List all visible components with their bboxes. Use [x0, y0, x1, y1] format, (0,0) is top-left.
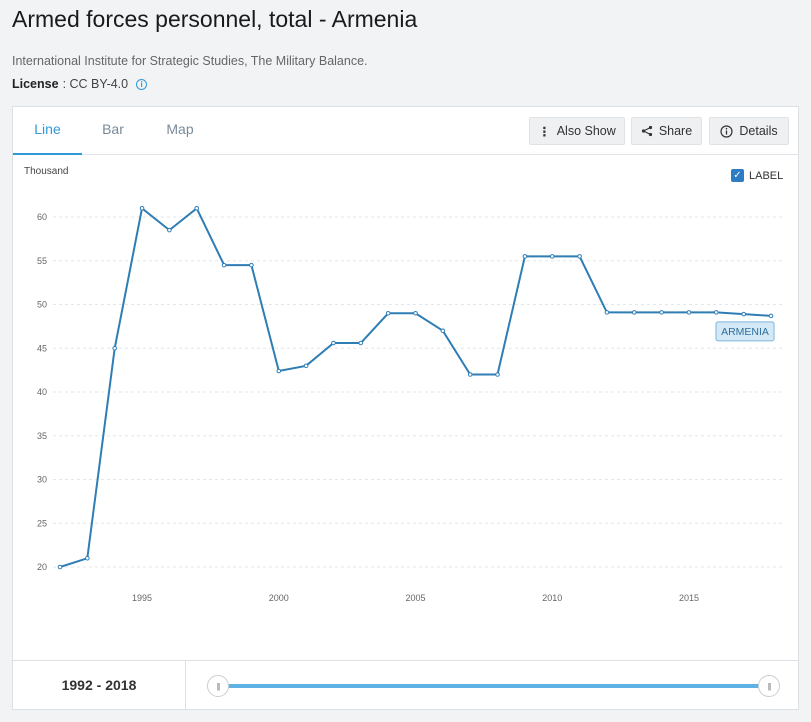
data-point[interactable] — [659, 310, 664, 315]
y-tick-label: 30 — [37, 475, 47, 485]
data-point[interactable] — [714, 310, 719, 315]
also-show-button[interactable]: ⋮ Also Show — [529, 117, 625, 145]
share-button[interactable]: Share — [631, 117, 702, 145]
label-toggle[interactable]: ✓ LABEL — [731, 169, 783, 182]
data-point[interactable] — [686, 310, 692, 315]
data-point[interactable] — [522, 254, 528, 259]
data-point[interactable] — [440, 328, 446, 334]
license-line: License : CC BY-4.0 i — [12, 77, 148, 91]
chart-panel: Line Bar Map ⋮ Also Show Share Details ✓… — [12, 106, 799, 661]
data-point[interactable] — [413, 310, 418, 316]
data-point[interactable] — [385, 310, 391, 316]
x-tick-label: 2005 — [405, 593, 425, 603]
y-tick-label: 50 — [37, 300, 47, 310]
data-point[interactable] — [768, 313, 774, 319]
y-tick-label: 35 — [37, 431, 47, 441]
details-label: Details — [739, 124, 778, 138]
y-axis-title: Thousand — [24, 166, 68, 177]
data-point[interactable] — [194, 205, 200, 211]
y-tick-label: 55 — [37, 256, 47, 266]
label-toggle-text: LABEL — [749, 169, 784, 182]
y-tick-label: 25 — [37, 518, 47, 528]
info-circle-icon — [720, 124, 733, 138]
range-handle-start[interactable]: ||| — [207, 675, 229, 697]
range-slider-track[interactable] — [219, 684, 771, 688]
x-tick-label: 2010 — [542, 593, 562, 603]
range-separator: - — [92, 677, 106, 693]
data-point[interactable] — [495, 372, 500, 377]
data-point[interactable] — [331, 340, 336, 346]
also-show-label: Also Show — [556, 124, 616, 138]
range-handle-end[interactable]: ||| — [758, 675, 780, 697]
line-chart: Thousand 20 25 30 35 40 45 50 55 60 1995 2000 2005… — [24, 166, 783, 603]
tab-bar-chart[interactable]: Bar — [102, 121, 124, 137]
data-point[interactable] — [249, 262, 254, 268]
checkbox-checked-icon[interactable]: ✓ — [731, 169, 744, 182]
more-vertical-icon: ⋮ — [538, 124, 551, 139]
data-point[interactable] — [57, 564, 63, 570]
details-button[interactable]: Details — [709, 117, 789, 145]
share-label: Share — [658, 124, 693, 138]
svg-text:ARMENIA: ARMENIA — [721, 326, 769, 338]
data-point[interactable] — [303, 363, 309, 369]
tab-line[interactable]: Line — [13, 107, 82, 155]
x-tick-label: 2015 — [679, 593, 699, 603]
source-text: International Institute for Strategic St… — [12, 54, 368, 68]
data-point[interactable] — [741, 311, 746, 317]
data-point[interactable] — [604, 310, 610, 315]
x-tick-label: 2000 — [269, 593, 289, 603]
share-icon — [641, 125, 652, 137]
year-range: 1992 - 2018 — [13, 661, 186, 709]
tab-bar: Line Bar Map ⋮ Also Show Share Details — [13, 107, 798, 155]
license-value: : CC BY-4.0 — [62, 77, 129, 91]
page-title: Armed forces personnel, total - Armenia — [12, 6, 418, 32]
data-point[interactable] — [631, 310, 637, 315]
y-tick-label: 20 — [37, 562, 47, 572]
data-point[interactable] — [467, 372, 473, 377]
y-tick-label: 60 — [37, 212, 47, 222]
x-tick-label: 1995 — [132, 593, 152, 603]
license-label: License — [12, 77, 59, 91]
data-point[interactable] — [276, 368, 282, 374]
data-point[interactable] — [85, 555, 90, 561]
data-point[interactable] — [167, 227, 172, 233]
data-point[interactable] — [577, 254, 582, 259]
y-tick-label: 45 — [37, 343, 47, 353]
range-start: 1992 — [61, 677, 93, 693]
series-line-armenia — [59, 206, 772, 568]
data-point[interactable] — [221, 262, 227, 268]
data-point[interactable] — [112, 345, 117, 351]
range-footer: 1992 - 2018 ||| ||| — [12, 660, 799, 710]
y-tick-label: 40 — [37, 387, 47, 397]
data-point[interactable] — [549, 254, 555, 259]
tab-map[interactable]: Map — [166, 121, 194, 137]
range-end: 2018 — [105, 677, 137, 693]
series-label-armenia: ARMENIA — [715, 321, 775, 342]
data-point[interactable] — [139, 205, 145, 211]
info-icon[interactable]: i — [136, 78, 148, 90]
data-point[interactable] — [358, 340, 364, 346]
